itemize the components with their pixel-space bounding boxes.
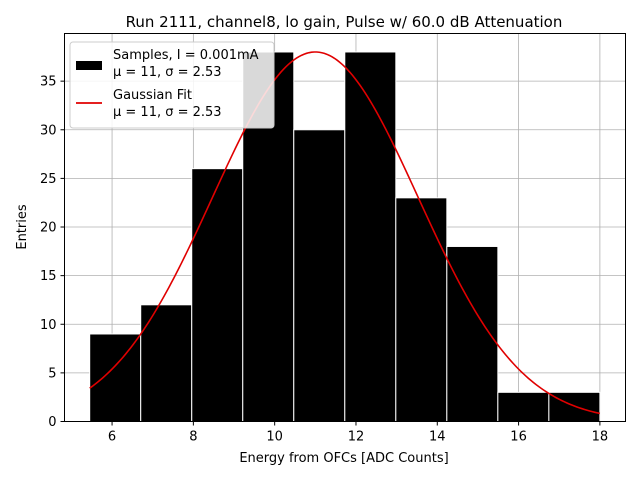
gaussian-fit (89, 51, 601, 415)
y-tick-label: 25 (40, 172, 57, 187)
histogram-bar (191, 168, 244, 422)
legend-box (69, 41, 275, 129)
legend-fit-stats: μ = 11, σ = 2.53 (113, 105, 222, 120)
y-axis-ticks: 0 5 10 15 20 25 30 35 (40, 75, 65, 430)
histogram-bar (497, 391, 550, 422)
y-tick-label: 20 (40, 221, 57, 236)
histogram-bar (344, 51, 397, 422)
y-axis-label: Entries (15, 204, 30, 250)
legend: Samples, I = 0.001mA μ = 11, σ = 2.53 Ga… (69, 41, 275, 129)
histogram-bar (293, 129, 346, 422)
chart-title: Run 2111, channel8, lo gain, Pulse w/ 60… (126, 13, 563, 31)
x-tick-label: 8 (189, 430, 197, 445)
x-tick-label: 10 (266, 430, 283, 445)
histogram-bar (548, 391, 601, 422)
x-axis-label: Energy from OFCs [ADC Counts] (239, 451, 448, 466)
y-tick-label: 5 (48, 366, 56, 381)
legend-fit-label: Gaussian Fit (113, 88, 192, 103)
x-tick-label: 18 (592, 430, 609, 445)
legend-samples-stats: μ = 11, σ = 2.53 (113, 65, 222, 80)
y-tick-label: 0 (48, 415, 56, 430)
x-tick-label: 14 (429, 430, 446, 445)
y-tick-label: 35 (40, 75, 57, 90)
x-tick-label: 6 (108, 430, 116, 445)
gaussian-fit-curve (89, 51, 601, 415)
histogram-bars (89, 51, 601, 422)
legend-samples-label: Samples, I = 0.001mA (113, 48, 259, 63)
histogram-bar (395, 197, 448, 422)
y-tick-label: 10 (40, 318, 57, 333)
y-tick-label: 30 (40, 123, 57, 138)
histogram-bar (89, 333, 142, 422)
x-axis-ticks: 6 8 10 12 14 16 18 (108, 421, 609, 445)
x-tick-label: 12 (348, 430, 365, 445)
legend-samples-swatch (76, 61, 102, 70)
y-tick-label: 15 (40, 269, 57, 284)
x-tick-label: 16 (510, 430, 527, 445)
